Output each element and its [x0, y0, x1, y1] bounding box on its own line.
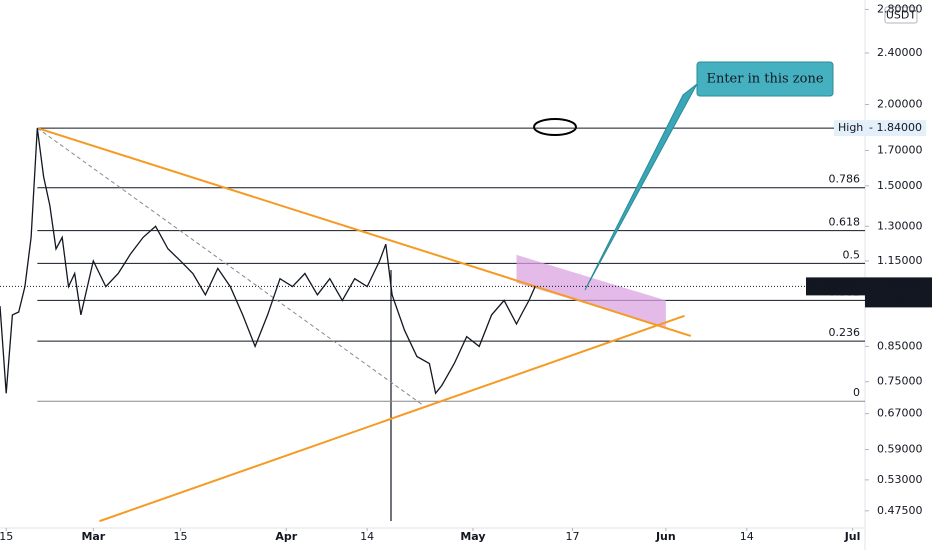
x-tick-label: 14 [740, 530, 754, 543]
y-tick-label: 1.50000 [877, 179, 923, 192]
x-tick-label: Apr [275, 530, 297, 543]
y-tick-label: 0.53000 [877, 473, 923, 486]
price-line [0, 128, 536, 395]
trendline [37, 127, 424, 406]
fib-label: 0.786 [829, 173, 861, 186]
callout-text: Enter in this zone [706, 72, 823, 87]
y-tick-label: 0.67000 [877, 407, 923, 420]
symbol-name: RENUSDT [808, 279, 861, 292]
x-tick-label: Mar [81, 530, 105, 543]
fib-label: 0.5 [843, 248, 861, 261]
callout-box [696, 61, 834, 97]
countdown: 01:50:12 [877, 291, 926, 304]
y-tick-label: 2.00000 [877, 98, 923, 111]
x-tick-label: 15 [173, 530, 187, 543]
fib-label: 0.618 [829, 216, 861, 229]
x-tick-label: Jun [655, 530, 676, 543]
callout-pointer [584, 83, 698, 291]
fib-label: 0 [853, 386, 860, 399]
unit-box [884, 6, 918, 24]
x-tick-label: May [460, 530, 485, 543]
x-tick-label: 15 [0, 530, 13, 543]
trendline [99, 314, 685, 523]
last-price: 1.05095 [877, 279, 923, 292]
x-tick-label: Jul [844, 530, 861, 543]
high-label: - 1.84000 [869, 121, 922, 134]
unit-label: USDT [886, 9, 917, 22]
price-tag [865, 277, 932, 308]
high-name: High [838, 121, 863, 134]
plot [0, 127, 865, 523]
fib-label: 0.236 [829, 326, 861, 339]
y-tick-label: 0.47500 [877, 504, 923, 517]
y-tick-label: 0.75000 [877, 375, 923, 388]
drawn-circle [533, 118, 577, 136]
y-tick-label: 1.70000 [877, 143, 923, 156]
y-tick-label: 1.30000 [877, 219, 923, 232]
y-tick-label: 0.59000 [877, 443, 923, 456]
high-tag [834, 120, 926, 137]
x-tick-label: 14 [360, 530, 374, 543]
x-tick-label: 17 [566, 530, 580, 543]
y-tick-label: 0.85000 [877, 339, 923, 352]
trendline [37, 127, 692, 337]
y-tick-label: 1.15000 [877, 254, 923, 267]
y-tick-label: 2.80000 [877, 2, 923, 15]
symbol-tag [806, 277, 865, 296]
y-tick-label: 2.40000 [877, 46, 923, 59]
entry-zone [516, 254, 666, 328]
